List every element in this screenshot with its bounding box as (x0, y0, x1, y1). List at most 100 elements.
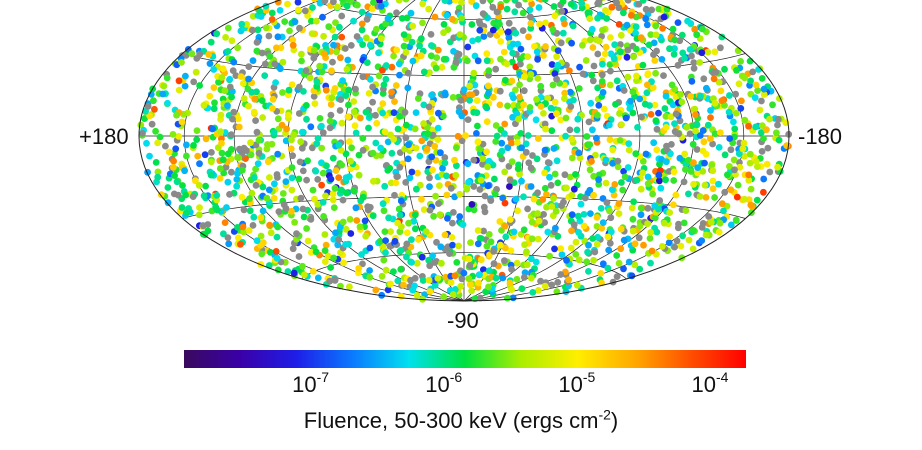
burst-point (274, 174, 281, 181)
burst-point (451, 193, 458, 201)
burst-point (284, 268, 292, 275)
burst-point (444, 215, 451, 222)
burst-point (386, 164, 394, 172)
burst-point (401, 108, 409, 116)
burst-point (470, 69, 478, 77)
burst-point (192, 177, 199, 185)
burst-point (247, 151, 255, 159)
burst-point (347, 157, 354, 165)
burst-point (689, 140, 697, 148)
burst-point (543, 191, 550, 198)
burst-point (720, 207, 727, 215)
burst-point (656, 197, 664, 204)
burst-point (228, 168, 235, 176)
burst-point (273, 44, 280, 52)
burst-point (182, 72, 189, 80)
burst-point (484, 82, 492, 90)
burst-point (441, 154, 449, 161)
burst-point (378, 272, 386, 280)
burst-point (702, 231, 710, 239)
burst-point (532, 258, 540, 266)
burst-point (497, 55, 504, 63)
burst-point (269, 95, 277, 103)
burst-point (416, 42, 423, 50)
burst-point (687, 20, 695, 27)
burst-point (479, 10, 487, 17)
burst-point (584, 248, 591, 256)
burst-point (424, 130, 432, 138)
burst-point (466, 262, 474, 269)
burst-point (402, 49, 410, 56)
burst-point (384, 286, 392, 294)
burst-point (726, 163, 733, 170)
burst-point (681, 150, 689, 158)
burst-point (631, 261, 639, 269)
burst-point (760, 91, 768, 98)
burst-point (363, 59, 371, 66)
burst-point (425, 256, 433, 264)
burst-point (501, 120, 509, 128)
burst-point (392, 82, 400, 89)
burst-point (583, 133, 591, 140)
burst-point (195, 211, 203, 219)
burst-point (381, 128, 389, 136)
burst-point (503, 0, 510, 4)
burst-point (485, 267, 493, 275)
burst-point (250, 174, 258, 181)
burst-point (164, 99, 171, 107)
burst-point (548, 281, 556, 289)
burst-point (352, 204, 360, 212)
burst-point (544, 159, 552, 166)
burst-point (329, 190, 337, 198)
burst-point (738, 97, 745, 105)
burst-points (137, 0, 793, 303)
burst-point (504, 294, 511, 302)
burst-point (359, 134, 367, 142)
burst-point (711, 48, 719, 56)
burst-point (170, 163, 177, 171)
burst-point (517, 45, 525, 53)
burst-point (513, 259, 521, 267)
burst-point (154, 173, 162, 181)
burst-point (566, 67, 573, 75)
burst-point (274, 223, 282, 231)
burst-point (741, 116, 749, 124)
burst-point (525, 159, 533, 167)
burst-point (266, 174, 273, 181)
burst-point (329, 196, 337, 204)
burst-point (150, 97, 157, 105)
burst-point (662, 112, 670, 120)
burst-point (611, 41, 619, 49)
burst-point (453, 144, 460, 152)
burst-point (690, 59, 698, 66)
burst-point (288, 164, 296, 171)
burst-point (270, 194, 278, 202)
burst-point (306, 74, 314, 82)
burst-point (321, 247, 329, 255)
burst-point (677, 242, 685, 250)
burst-point (561, 95, 568, 102)
burst-point (686, 46, 694, 53)
burst-point (321, 258, 329, 265)
burst-point (296, 158, 304, 166)
burst-point (358, 8, 366, 16)
burst-point (627, 97, 634, 105)
burst-point (235, 123, 243, 131)
burst-point (501, 222, 509, 230)
burst-point (754, 163, 761, 171)
burst-point (390, 52, 397, 60)
burst-point (615, 259, 623, 267)
burst-point (355, 171, 363, 179)
burst-point (588, 71, 596, 79)
burst-point (606, 121, 613, 129)
burst-point (690, 64, 698, 72)
burst-point (649, 190, 656, 198)
burst-point (521, 241, 528, 249)
burst-point (666, 45, 673, 53)
burst-point (307, 123, 315, 131)
burst-point (481, 208, 489, 216)
burst-point (250, 108, 258, 116)
burst-point (476, 186, 484, 193)
burst-point (326, 117, 334, 125)
burst-point (436, 182, 443, 190)
